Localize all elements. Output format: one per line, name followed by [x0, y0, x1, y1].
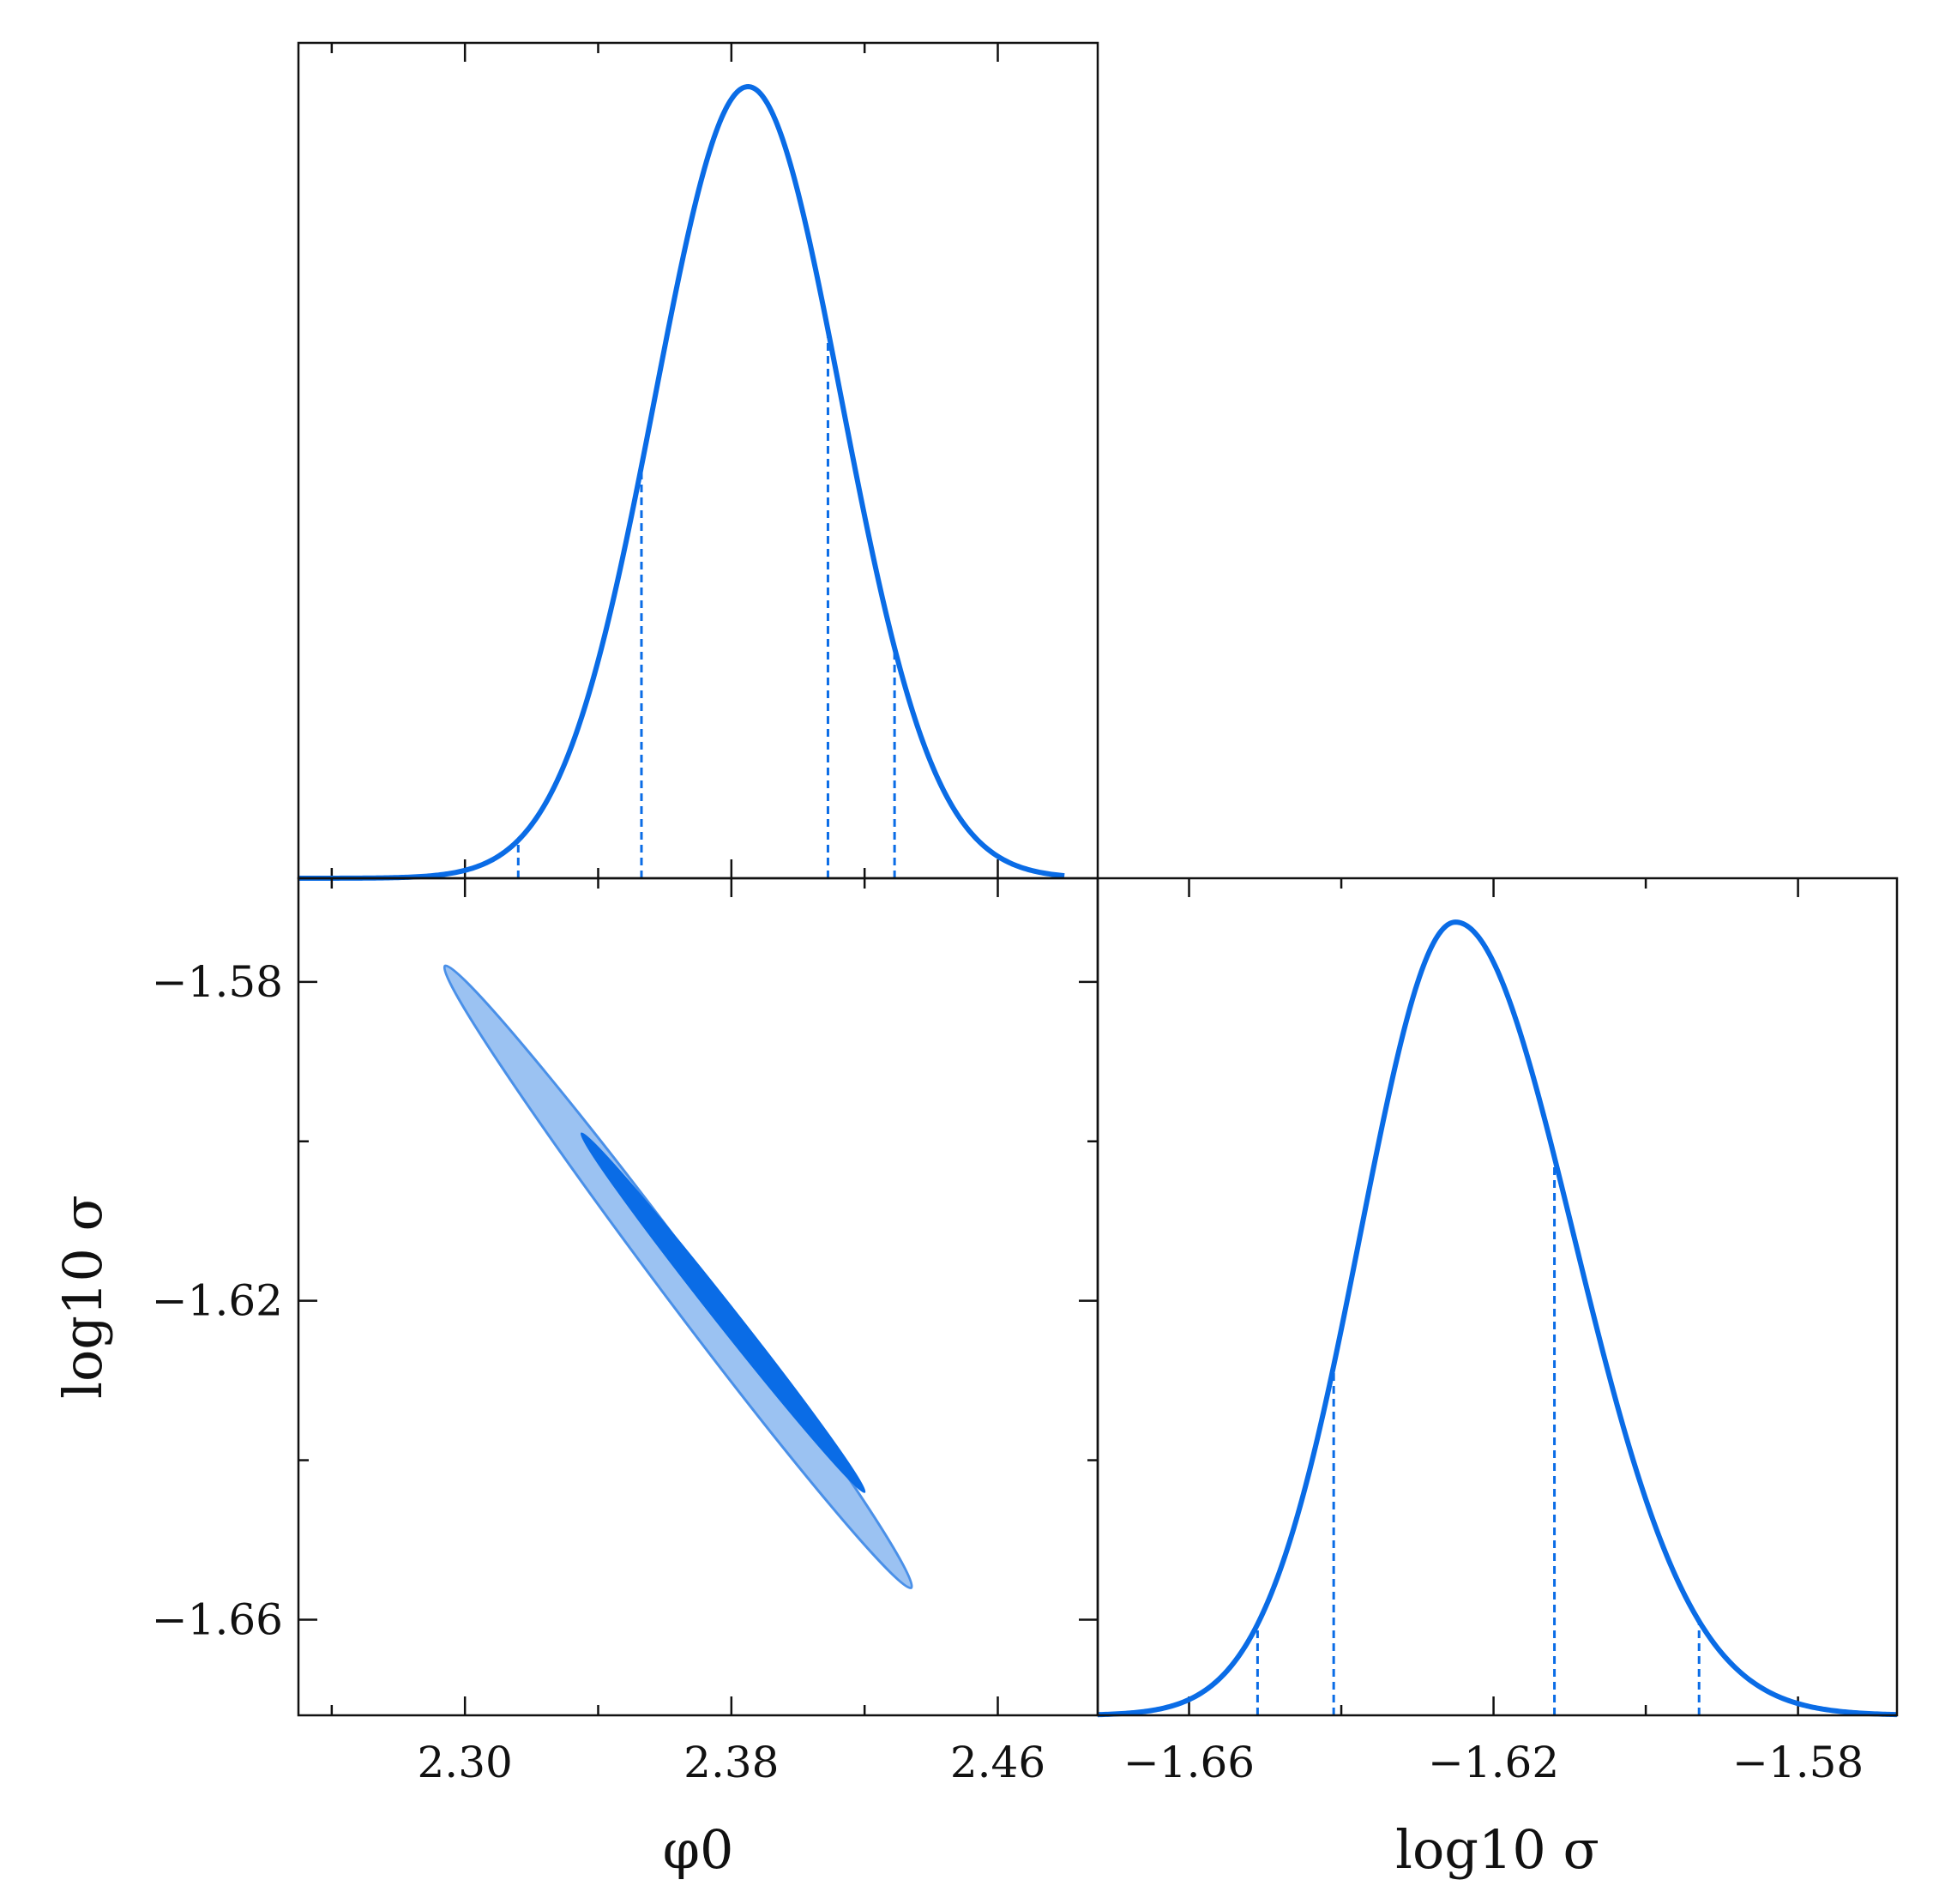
marginal-phi0-quantile-lines [516, 329, 896, 878]
marginal-log10sigma-quantile-lines [1256, 1157, 1701, 1715]
marginal-log10sigma-x-tick-label: −1.62 [1428, 1738, 1559, 1787]
inner-contour [580, 1132, 866, 1493]
marginal-log10sigma-x-axis-label: log10 σ [1395, 1818, 1599, 1881]
marginal-log10sigma-panel: −1.66 −1.62 −1.58 log10 σ [1096, 877, 1899, 1881]
marginal-phi0-panel [297, 41, 1099, 881]
joint-x-tick-label: 2.46 [950, 1738, 1045, 1787]
marginal-log10sigma-x-tick-label: −1.66 [1123, 1738, 1255, 1787]
joint-x-axis-label: φ0 [663, 1818, 734, 1881]
joint-y-tick-label: −1.66 [152, 1594, 283, 1644]
joint-ticks [298, 878, 1098, 1715]
joint-y-tick-labels: −1.58 −1.62 −1.66 [152, 957, 283, 1645]
joint-y-tick-label: −1.58 [152, 957, 283, 1007]
joint-x-tick-label: 2.30 [418, 1738, 513, 1787]
joint-x-tick-labels: 2.30 2.38 2.46 [418, 1738, 1046, 1787]
marginal-log10sigma-ticks [1188, 878, 1799, 1715]
marginal-log10sigma-frame [1096, 877, 1899, 1717]
marginal-phi0-ticks [330, 43, 999, 878]
marginal-log10sigma-x-tick-labels: −1.66 −1.62 −1.58 [1123, 1738, 1864, 1787]
joint-panel: 2.30 2.38 2.46 −1.58 −1.62 −1.66 φ0 log10 σ [51, 877, 1099, 1881]
marginal-phi0-curve [298, 84, 1065, 881]
joint-y-axis-label: log10 σ [51, 1195, 114, 1399]
joint-y-tick-label: −1.62 [152, 1276, 283, 1326]
marginal-log10sigma-x-tick-label: −1.58 [1732, 1738, 1864, 1787]
joint-x-tick-label: 2.38 [683, 1738, 779, 1787]
marginal-log10sigma-curve [1097, 919, 1898, 1718]
